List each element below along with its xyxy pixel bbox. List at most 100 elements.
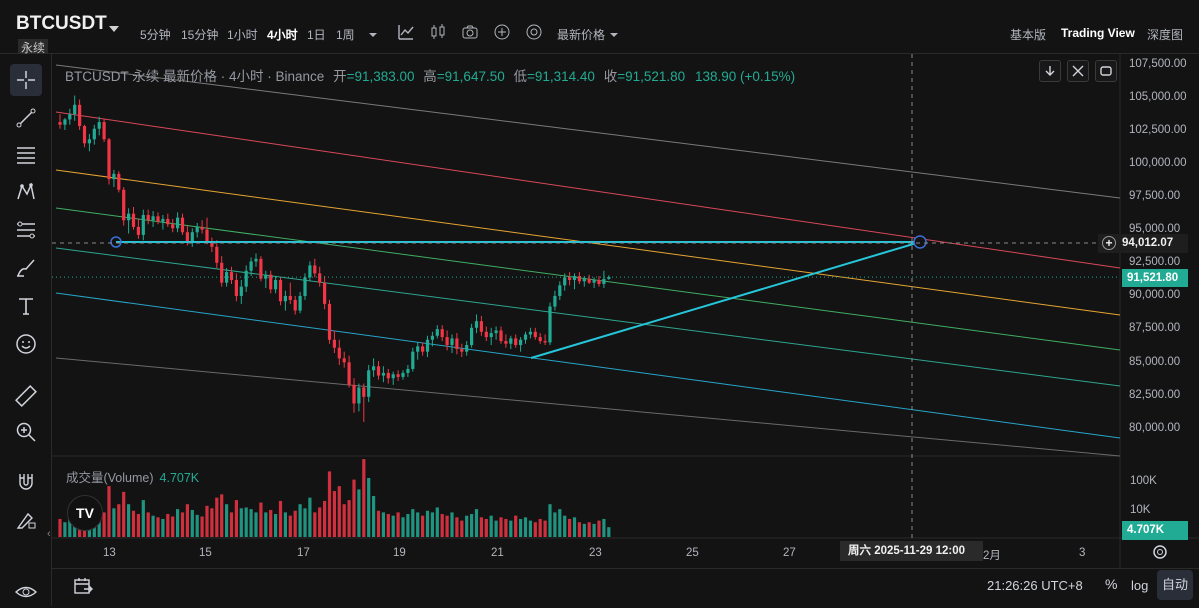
candle-body (166, 218, 170, 225)
candle-body (519, 339, 523, 346)
candle-body (161, 218, 165, 222)
volume-bar (376, 510, 381, 537)
plus-circle-icon[interactable] (493, 23, 511, 41)
auto-scale-toggle[interactable]: 自动 (1157, 570, 1193, 600)
crosshair-icon[interactable] (10, 64, 42, 96)
symbol-name[interactable]: BTCUSDT (16, 13, 107, 34)
channel-line (55, 357, 1121, 457)
volume-bar (97, 514, 101, 537)
timeframe-5m[interactable]: 5分钟 (140, 28, 171, 42)
log-toggle[interactable]: log (1131, 578, 1149, 593)
volume-bar (244, 507, 248, 537)
volume-bar (131, 510, 136, 537)
horizontal-lines-icon[interactable] (10, 139, 42, 171)
gear-icon[interactable] (1150, 542, 1170, 562)
view-tradingview-tab[interactable]: Trading View (1061, 26, 1135, 40)
price-label: 87,500.00 (1129, 322, 1181, 334)
camera-icon[interactable] (461, 23, 479, 41)
magnet-icon[interactable] (10, 466, 42, 498)
indicators-icon[interactable] (397, 23, 415, 41)
emoji-icon[interactable] (10, 328, 42, 360)
view-depth-tab[interactable]: 深度图 (1147, 28, 1184, 42)
collapse-toolbar-icon[interactable]: ‹ (47, 528, 51, 540)
crosshair-price-badge[interactable]: +94,012.07 (1098, 234, 1188, 253)
timeframe-4h[interactable]: 4小时 (267, 28, 298, 42)
view-basic-tab[interactable]: 基本版 (1010, 28, 1047, 42)
time-label: 19 (393, 547, 406, 559)
volume-bar (278, 500, 283, 537)
eye-icon[interactable] (10, 576, 42, 608)
volume-bar (357, 489, 361, 537)
pattern-icon[interactable] (10, 176, 42, 208)
candle-body (283, 295, 287, 302)
price-label: 90,000.00 (1129, 289, 1181, 301)
candle-body (484, 331, 488, 338)
percent-toggle[interactable]: % (1105, 576, 1118, 592)
timeframe-1w[interactable]: 1周 (336, 28, 355, 42)
price-type-select[interactable]: 最新价格 (557, 28, 606, 42)
lock-draw-icon[interactable] (10, 504, 42, 536)
candle-body (68, 114, 72, 120)
restore-icon[interactable] (1095, 60, 1117, 82)
timeframe-dropdown-icon[interactable] (367, 27, 385, 45)
clock[interactable]: 21:26:26 UTC+8 (987, 578, 1083, 593)
candle-body (249, 261, 253, 271)
channel-line (55, 247, 1121, 387)
add-alert-icon[interactable]: + (1102, 236, 1116, 250)
channel-line (55, 292, 1121, 439)
candle-body (323, 282, 327, 304)
volume-bar (112, 508, 116, 537)
trendline (530, 241, 921, 359)
candle-body (391, 374, 395, 379)
candle-body (239, 286, 243, 296)
volume-bar (435, 507, 439, 537)
timeframe-1h[interactable]: 1小时 (227, 28, 258, 42)
download-icon[interactable] (1039, 60, 1061, 82)
anchor-handle (913, 235, 927, 249)
volume-bar (411, 509, 415, 537)
candle-body (607, 277, 611, 279)
fullscreen-icon[interactable] (1067, 60, 1089, 82)
settings-circle-icon[interactable] (525, 23, 543, 41)
zoom-in-icon[interactable] (10, 416, 42, 448)
ruler-icon[interactable] (10, 380, 42, 412)
calendar-goto-icon[interactable] (72, 575, 94, 597)
volume-badge: 4.707K (1122, 521, 1188, 540)
volume-bar (195, 514, 199, 537)
brush-icon[interactable] (10, 252, 42, 284)
volume-bar (543, 520, 547, 537)
caret-down-icon[interactable] (109, 26, 119, 32)
volume-bar (127, 504, 131, 537)
volume-bar (563, 515, 567, 537)
candle-body (318, 273, 322, 283)
candle-body (205, 229, 209, 243)
fib-icon[interactable] (10, 214, 42, 246)
volume-bar (582, 523, 586, 537)
candle-body (470, 327, 474, 346)
candle-body (577, 276, 581, 282)
channel-line (55, 111, 1121, 269)
price-type-caret-icon[interactable] (608, 27, 626, 45)
volume-bar (220, 494, 224, 537)
candle-body (425, 339, 430, 352)
symbol-subtitle: 永续 (18, 39, 49, 56)
volume-bar (519, 518, 523, 537)
candle-body (416, 346, 420, 352)
text-icon[interactable] (10, 290, 42, 322)
time-label: 3 (1079, 547, 1086, 559)
candle-body (82, 126, 87, 144)
candle-body (421, 346, 425, 352)
volume-bar (445, 515, 449, 537)
candle-body (499, 330, 503, 342)
price-label: 92,500.00 (1129, 256, 1181, 268)
timeframe-15m[interactable]: 15分钟 (181, 28, 219, 42)
trendline-icon[interactable] (10, 102, 42, 134)
volume-bar (367, 477, 371, 537)
volume-bar (533, 522, 537, 537)
candle-body (372, 366, 376, 371)
candle-body (563, 277, 567, 286)
timeframe-1d[interactable]: 1日 (307, 28, 326, 42)
tradingview-logo-icon[interactable]: TV (67, 495, 103, 531)
candle-type-icon[interactable] (429, 23, 447, 41)
